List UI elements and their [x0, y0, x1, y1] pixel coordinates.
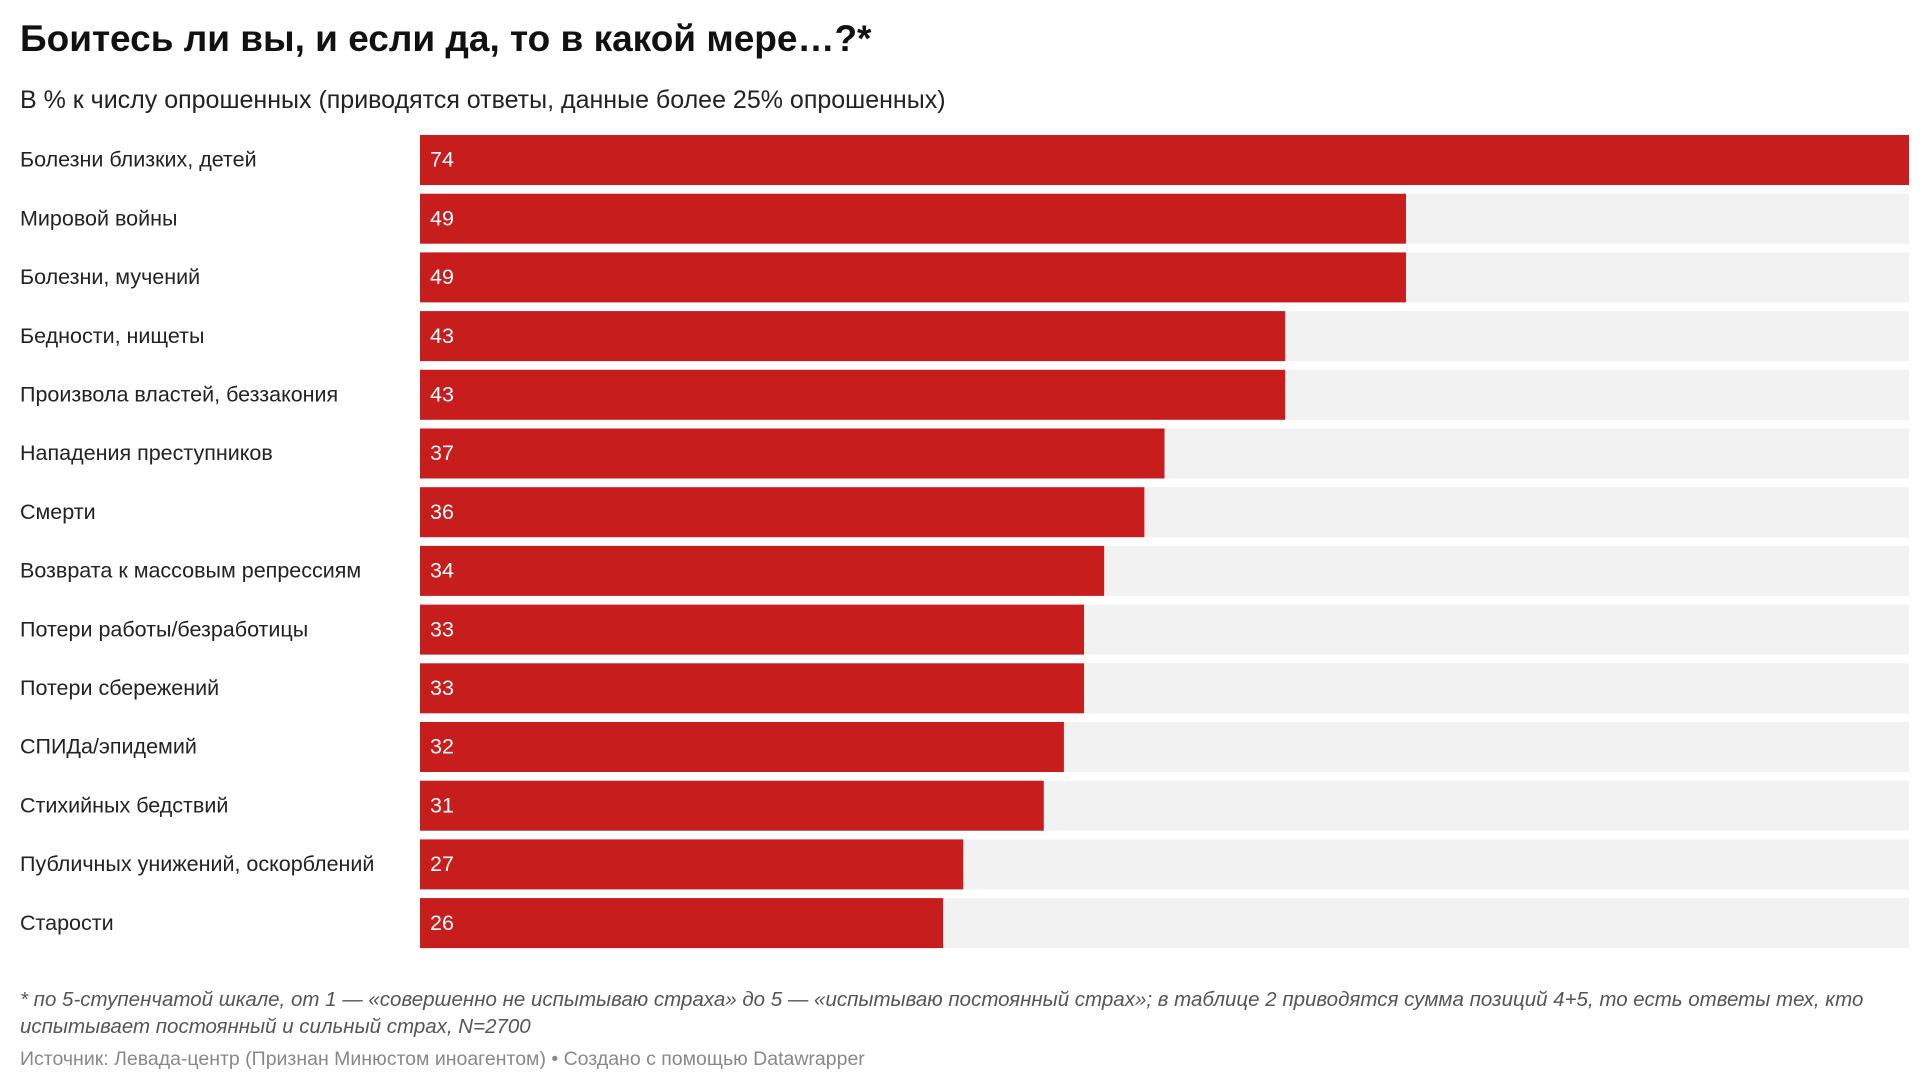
value-label: 26 [430, 911, 454, 935]
value-label: 36 [430, 500, 454, 524]
category-label: Публичных унижений, оскорблений [20, 852, 374, 876]
category-label: Болезни близких, детей [20, 148, 257, 172]
bar [420, 604, 1085, 655]
value-label: 27 [430, 852, 454, 876]
bar [420, 663, 1085, 714]
category-label: Потери работы/безработицы [20, 617, 308, 641]
value-label: 49 [430, 206, 454, 230]
category-label: Потери сбережений [20, 676, 219, 700]
value-label: 74 [430, 148, 454, 172]
value-label: 31 [430, 793, 454, 817]
category-label: Стихийных бедствий [20, 793, 228, 817]
chart: Болезни близких, детей 74 Мировой войны 49 Б… [20, 135, 1909, 949]
category-label: СПИДа/эпидемий [20, 735, 197, 759]
category-label: Произвола властей, беззакония [20, 382, 338, 406]
category-label: Возврата к массовым репрессиям [20, 559, 361, 583]
source: Источник: Левада-центр (Признан Минюстом… [20, 1048, 865, 1070]
footnote: * по 5-ступенчатой шкале, от 1 — «соверш… [20, 988, 1864, 1038]
chart-title: Боитесь ли вы, и если да, то в какой мер… [20, 18, 872, 59]
bar [420, 839, 964, 890]
value-label: 34 [430, 559, 454, 583]
bar [420, 311, 1286, 362]
bar [420, 135, 1909, 185]
category-label: Болезни, мучений [20, 265, 200, 289]
bar [420, 898, 944, 949]
bar [420, 722, 1064, 772]
category-label: Старости [20, 911, 114, 935]
value-label: 49 [430, 265, 454, 289]
value-label: 43 [430, 324, 454, 348]
bar [420, 487, 1145, 538]
bar [420, 780, 1044, 831]
category-label: Смерти [20, 500, 96, 524]
bar [420, 545, 1105, 596]
value-label: 33 [430, 617, 454, 641]
value-label: 32 [430, 735, 454, 759]
bar [420, 369, 1286, 420]
bar [420, 252, 1406, 303]
category-label: Мировой войны [20, 206, 177, 230]
value-label: 37 [430, 441, 454, 465]
value-label: 43 [430, 382, 454, 406]
category-label: Бедности, нищеты [20, 324, 204, 348]
category-label: Нападения преступников [20, 441, 273, 465]
value-label: 33 [430, 676, 454, 700]
bar [420, 428, 1165, 479]
bar [420, 193, 1406, 244]
chart-subtitle: В % к числу опрошенных (приводятся ответ… [20, 86, 946, 114]
